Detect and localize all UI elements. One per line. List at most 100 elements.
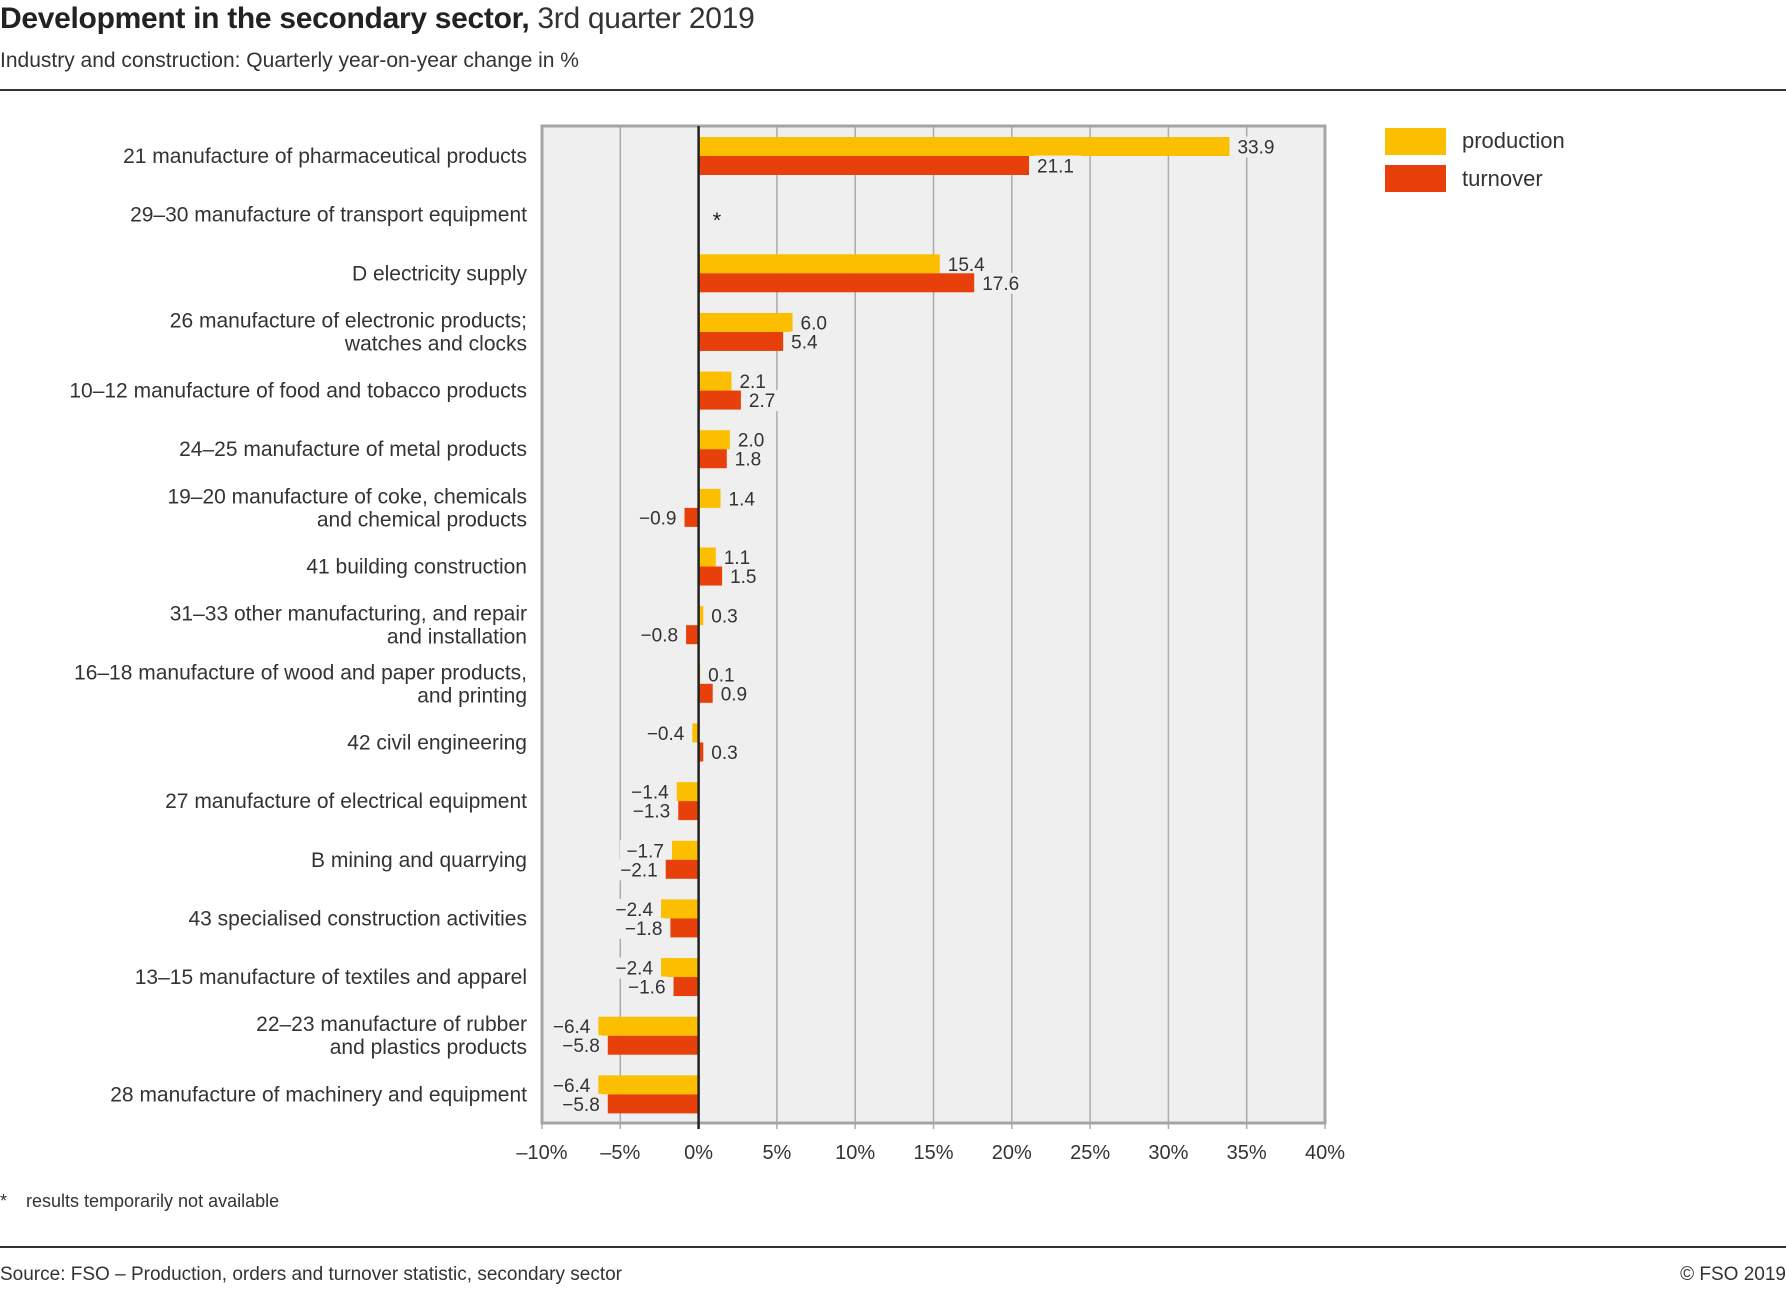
bar-turnover xyxy=(698,390,741,410)
x-tick-label: 5% xyxy=(762,1142,791,1164)
bar-production xyxy=(698,254,940,274)
category-label: D electricity supply xyxy=(352,262,528,285)
data-label-background xyxy=(613,859,660,881)
data-label-turnover: −1.6 xyxy=(628,978,666,999)
data-label-turnover: 2.7 xyxy=(749,391,775,412)
data-label-turnover: −1.8 xyxy=(625,919,663,940)
data-label-turnover: −5.8 xyxy=(562,1095,600,1116)
bar-turnover xyxy=(698,331,784,351)
footnote-marker: * xyxy=(0,1191,8,1211)
x-tick-label: 20% xyxy=(992,1142,1032,1164)
data-label-background xyxy=(726,488,763,510)
bar-production xyxy=(671,840,699,860)
data-label-turnover: 0.9 xyxy=(721,684,747,705)
x-tick-label: 40% xyxy=(1305,1142,1345,1164)
bar-turnover xyxy=(698,273,975,293)
bar-turnover xyxy=(684,507,699,527)
footnote: * results temporarily not available xyxy=(0,1191,279,1212)
category-label: 21 manufacture of pharmaceutical product… xyxy=(123,145,527,168)
data-label-production: −6.4 xyxy=(553,1076,591,1097)
copyright-note: © FSO 2019 xyxy=(1680,1264,1786,1285)
bar-turnover xyxy=(673,977,699,997)
chart-title-period: 3rd quarter 2019 xyxy=(529,2,755,35)
data-label-background xyxy=(618,917,665,939)
data-label-background xyxy=(609,957,656,979)
data-label-background xyxy=(798,312,835,334)
data-label-background xyxy=(555,1093,602,1115)
data-label-production: 1.1 xyxy=(724,548,750,569)
bar-production xyxy=(698,137,1230,156)
data-label-turnover: −2.1 xyxy=(620,860,658,881)
bar-turnover xyxy=(698,449,727,469)
bar-production xyxy=(698,488,721,508)
bar-turnover xyxy=(698,742,704,762)
bar-chart: –10% –5% 0% 5% 10% 15% 20% 25% 30% 35% 40% 21 manuf… xyxy=(69,124,1345,1164)
x-tick-label: –10% xyxy=(516,1142,567,1164)
x-tick-label: 0% xyxy=(684,1142,713,1164)
category-label: and chemical products xyxy=(317,508,527,531)
bar-turnover xyxy=(665,859,699,879)
bar-production xyxy=(692,723,699,743)
data-label-background xyxy=(546,1074,593,1096)
category-label: 41 building construction xyxy=(306,556,527,579)
bar-turnover xyxy=(698,566,723,586)
footer-divider xyxy=(0,1246,1786,1248)
bar-turnover xyxy=(607,1035,699,1055)
bar-production xyxy=(698,371,732,391)
data-label-background xyxy=(626,800,673,822)
data-label-background xyxy=(709,741,745,763)
data-label-background xyxy=(945,253,992,275)
data-label-production: −1.4 xyxy=(631,783,669,804)
data-label-turnover: −0.9 xyxy=(639,508,677,529)
data-label-background xyxy=(619,840,666,862)
data-label-background xyxy=(980,272,1027,294)
category-label: and installation xyxy=(387,626,527,649)
data-label-background xyxy=(737,371,773,393)
legend-label-turnover: turnover xyxy=(1462,166,1543,191)
data-label-production: 15.4 xyxy=(948,255,985,276)
category-label: and printing xyxy=(417,684,527,707)
bar-production xyxy=(661,899,699,919)
bar-production xyxy=(698,547,716,567)
category-label: 42 civil engineering xyxy=(347,731,527,754)
footnote-text: results temporarily not available xyxy=(26,1191,280,1211)
category-label: 28 manufacture of machinery and equipmen… xyxy=(110,1083,527,1106)
data-label-production: 2.1 xyxy=(739,372,765,393)
category-label: 19–20 manufacture of coke, chemicals xyxy=(167,485,527,508)
category-label: 43 specialised construction activities xyxy=(188,907,527,930)
x-tick-label: 15% xyxy=(913,1142,953,1164)
bar-turnover xyxy=(607,1094,699,1114)
bar-turnover xyxy=(698,156,1030,175)
data-label-turnover: −1.3 xyxy=(633,802,671,823)
bar-turnover xyxy=(698,683,713,703)
legend-swatch-turnover xyxy=(1385,165,1446,192)
data-label-production: −0.4 xyxy=(647,724,685,745)
data-label-production: −6.4 xyxy=(553,1017,591,1038)
data-label-background xyxy=(721,547,758,569)
x-tick-label: 30% xyxy=(1148,1142,1188,1164)
category-label: 27 manufacture of electrical equipment xyxy=(165,790,527,813)
category-label: 10–12 manufacture of food and tobacco pr… xyxy=(69,380,527,403)
data-label-turnover: −0.8 xyxy=(641,626,679,647)
chart-title-bold: Development in the secondary sector, xyxy=(0,2,530,35)
category-label: B mining and quarrying xyxy=(311,849,527,872)
category-label: 13–15 manufacture of textiles and appare… xyxy=(135,966,527,989)
data-label-production: −2.4 xyxy=(616,959,654,980)
data-label-production: −2.4 xyxy=(616,900,654,921)
data-label-turnover: 5.4 xyxy=(791,332,818,353)
x-tick-label: –5% xyxy=(600,1142,640,1164)
bar-production xyxy=(698,312,793,332)
chart-title: Development in the secondary sector, 3rd… xyxy=(0,2,755,36)
data-label-background xyxy=(709,605,745,627)
category-label: 16–18 manufacture of wood and paper prod… xyxy=(74,661,527,684)
bar-turnover xyxy=(686,625,699,645)
data-label-background xyxy=(746,390,783,412)
data-label-background xyxy=(718,683,755,705)
data-label-background xyxy=(609,898,656,920)
data-label-production: 33.9 xyxy=(1237,138,1274,159)
data-label-background xyxy=(732,448,769,470)
x-tick-label: 35% xyxy=(1227,1142,1267,1164)
data-label-production: 1.4 xyxy=(729,489,756,510)
category-label: 22–23 manufacture of rubber xyxy=(256,1013,527,1036)
data-label-background xyxy=(1235,136,1282,158)
